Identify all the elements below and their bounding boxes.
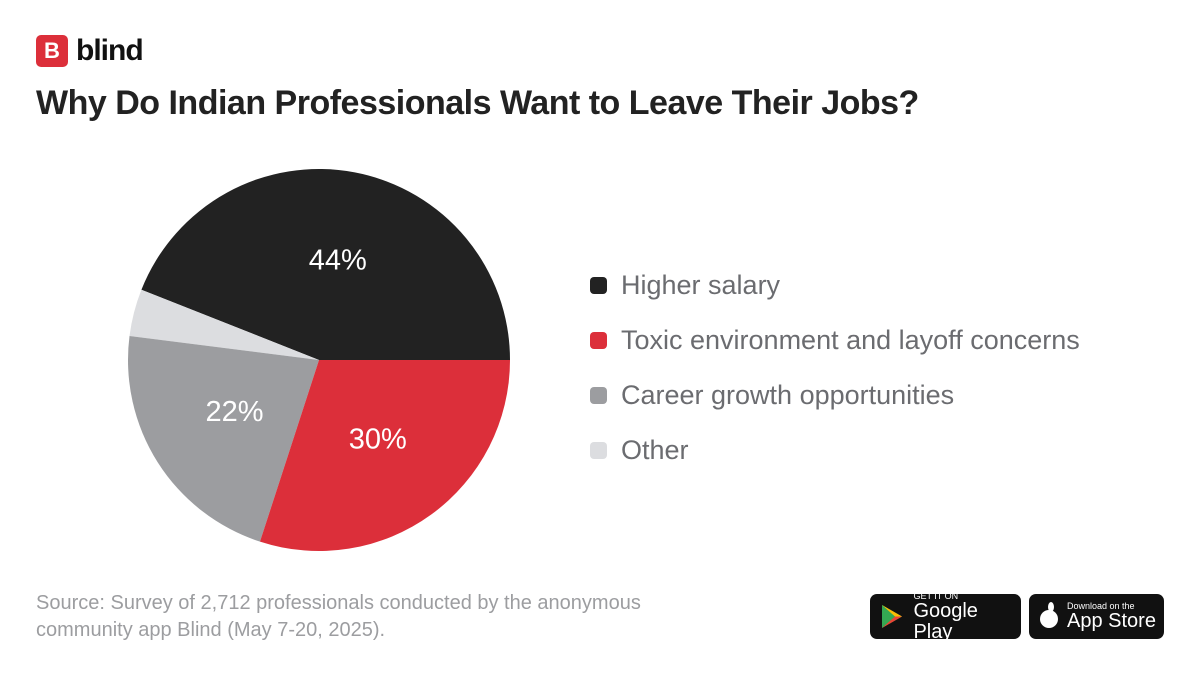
- pie-slice: [129, 289, 319, 360]
- apple-icon: [1040, 602, 1058, 628]
- data-label: 22%: [206, 396, 264, 428]
- google-play-badge[interactable]: GET IT ON Google Play: [870, 590, 1021, 642]
- pie-slice: [141, 168, 510, 360]
- data-label: 44%: [309, 244, 367, 276]
- play-icon: [882, 605, 902, 628]
- badge-big: Google Play: [913, 599, 978, 643]
- badge-big: App Store: [1067, 610, 1156, 632]
- logo: B blind: [36, 34, 144, 68]
- legend-swatch: [590, 387, 607, 404]
- legend-item: Other: [590, 423, 1080, 478]
- legend-label: Career growth opportunities: [621, 380, 955, 410]
- legend-label: Higher salary: [621, 270, 781, 300]
- legend-label: Toxic environment and layoff concerns: [621, 325, 1080, 355]
- badge-small: Download on the: [1067, 601, 1135, 611]
- app-store-badge[interactable]: Download on the App Store: [1029, 594, 1164, 639]
- legend-swatch: [590, 277, 607, 294]
- legend-item: Higher salary: [590, 258, 1080, 313]
- legend-swatch: [590, 442, 607, 459]
- legend-swatch: [590, 332, 607, 349]
- legend-item: Career growth opportunities: [590, 368, 1080, 423]
- badge-small: GET IT ON: [913, 590, 959, 601]
- legend-label: Other: [621, 435, 689, 465]
- legend-item: Toxic environment and layoff concerns: [590, 313, 1080, 368]
- chart-title: Why Do Indian Professionals Want to Leav…: [36, 84, 919, 122]
- logo-icon: B: [36, 35, 68, 67]
- source-note: Source: Survey of 2,712 professionals co…: [36, 592, 641, 641]
- pie-slice: [127, 336, 319, 542]
- data-label: 30%: [349, 424, 407, 456]
- legend: Higher salary Toxic environment and layof…: [590, 258, 1080, 478]
- logo-text: blind: [76, 34, 144, 67]
- pie-slice: [259, 360, 510, 551]
